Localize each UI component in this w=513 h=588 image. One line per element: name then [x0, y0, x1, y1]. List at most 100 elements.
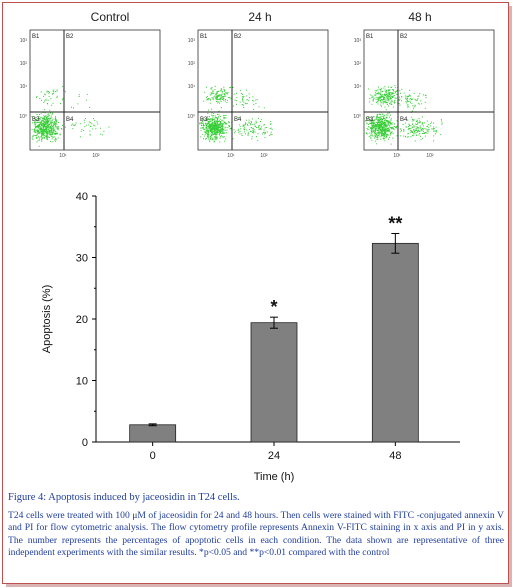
flow-event-dot: [433, 135, 435, 137]
flow-event-dot: [214, 97, 216, 99]
flow-event-dot: [385, 130, 387, 132]
flow-event-dot: [388, 98, 390, 100]
flow-event-dot: [209, 138, 211, 139]
flow-event-dot: [380, 117, 382, 119]
flow-event-dot: [45, 99, 47, 101]
flow-event-dot: [378, 119, 380, 121]
flow-event-dot: [236, 92, 237, 94]
flow-event-dot: [224, 98, 226, 100]
flow-event-dot: [377, 99, 379, 100]
flow-event-dot: [43, 135, 45, 137]
flow-event-dot: [375, 132, 377, 134]
flow-event-dot: [72, 128, 74, 130]
flow-event-dot: [47, 113, 49, 115]
flow-event-dot: [401, 88, 403, 90]
flow-event-dot: [405, 98, 407, 100]
flow-event-dot: [51, 93, 53, 95]
flow-event-dot: [54, 122, 56, 124]
flow-event-dot: [220, 118, 222, 120]
flow-event-dot: [43, 137, 45, 139]
flow-event-dot: [57, 137, 59, 139]
flow-event-dot: [243, 128, 245, 130]
flow-event-dot: [54, 125, 56, 127]
flow-event-dot: [212, 129, 214, 131]
flow-event-dot: [39, 116, 41, 118]
flow-event-dot: [385, 101, 387, 103]
flow-event-dot: [380, 102, 382, 104]
flow-event-dot: [435, 130, 437, 132]
flow-event-dot: [42, 129, 44, 130]
flow-event-dot: [371, 103, 373, 105]
flow-event-dot: [215, 125, 216, 127]
flow-event-dot: [381, 135, 383, 136]
flow-event-dot: [258, 127, 260, 129]
flow-event-dot: [373, 127, 375, 129]
flow-event-dot: [204, 133, 206, 135]
flow-event-dot: [371, 116, 373, 118]
flow-event-dot: [222, 115, 224, 117]
flow-event-dot: [424, 94, 426, 96]
flow-event-dot: [383, 138, 385, 140]
flow-event-dot: [380, 88, 382, 90]
flow-event-dot: [225, 138, 227, 140]
flow-event-dot: [212, 127, 214, 128]
flow-event-dot: [224, 90, 226, 91]
flow-event-dot: [406, 104, 408, 106]
flow-event-dot: [412, 123, 413, 125]
flow-event-dot: [210, 136, 212, 138]
flow-event-dot: [393, 90, 394, 92]
flow-event-dot: [216, 92, 218, 94]
flow-event-dot: [245, 103, 247, 105]
flow-event-dot: [380, 95, 382, 97]
flow-event-dot: [48, 91, 50, 93]
flow-event-dot: [216, 121, 218, 123]
flow-event-dot: [55, 91, 56, 93]
flow-event-dot: [427, 129, 429, 131]
flow-event-dot: [378, 130, 380, 132]
flow-event-dot: [214, 133, 216, 135]
flow-event-dot: [376, 129, 378, 131]
flow-event-dot: [378, 93, 380, 95]
flow-event-dot: [217, 130, 219, 131]
flow-event-dot: [61, 99, 63, 101]
flow-y-tick-label: 10³: [20, 38, 28, 44]
flow-event-dot: [218, 101, 220, 103]
flow-event-dot: [218, 134, 220, 136]
flow-event-dot: [375, 121, 377, 123]
flow-y-tick-label: 10⁰: [353, 114, 361, 120]
flow-event-dot: [49, 126, 51, 128]
flow-event-dot: [425, 97, 427, 99]
flow-event-dot: [251, 100, 253, 102]
flow-event-dot: [210, 127, 212, 129]
flow-event-dot: [413, 129, 415, 131]
flow-event-dot: [209, 129, 211, 131]
figure-caption-title: Figure 4: Apoptosis induced by jaceosidi…: [8, 492, 240, 503]
flow-event-dot: [376, 127, 378, 129]
flow-event-dot: [219, 132, 221, 134]
flow-event-dot: [398, 96, 400, 98]
flow-event-dot: [247, 124, 249, 126]
flow-event-dot: [383, 116, 385, 118]
flow-event-dot: [205, 131, 206, 133]
flow-event-dot: [430, 123, 432, 125]
flow-event-dot: [396, 127, 397, 129]
flow-event-dot: [55, 119, 57, 121]
flow-event-dot: [394, 102, 395, 104]
flow-event-dot: [219, 130, 221, 132]
flow-event-dot: [95, 128, 97, 130]
flow-event-dot: [384, 93, 385, 95]
flow-event-dot: [46, 127, 48, 129]
flow-event-dot: [424, 101, 426, 103]
flow-event-dot: [409, 128, 411, 130]
flow-event-dot: [225, 114, 227, 116]
flow-event-dot: [389, 95, 391, 97]
flow-event-dot: [383, 118, 384, 120]
flow-event-dot: [51, 132, 53, 134]
flow-event-dot: [56, 128, 58, 130]
flow-event-dot: [375, 134, 377, 136]
flow-event-dot: [211, 128, 212, 130]
flow-event-dot: [31, 116, 33, 118]
flow-event-dot: [241, 103, 243, 105]
flow-event-dot: [386, 129, 388, 131]
flow-event-dot: [251, 127, 253, 129]
